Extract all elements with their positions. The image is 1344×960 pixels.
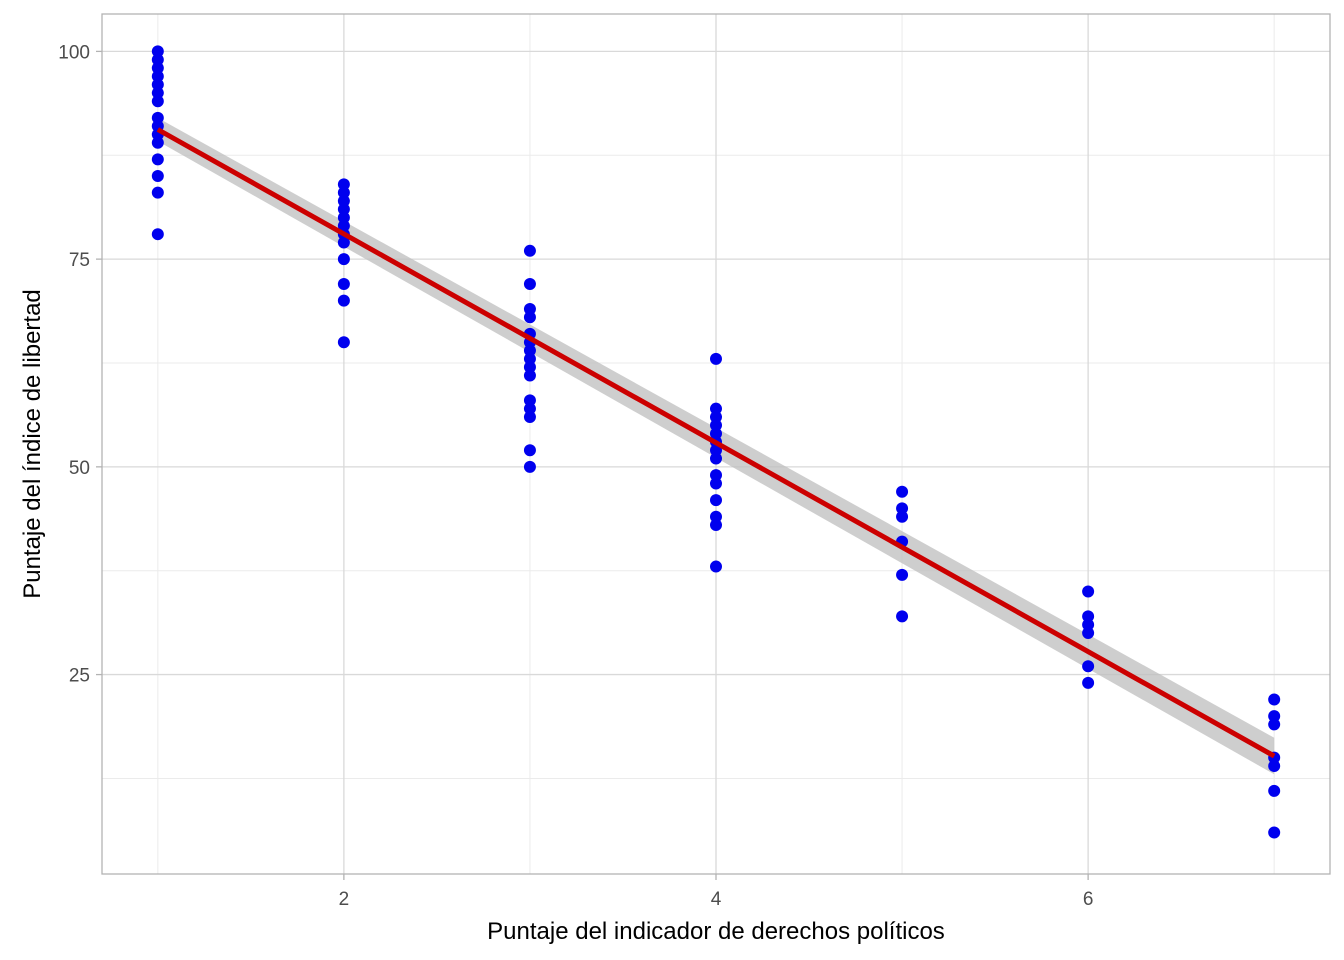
data-point: [523, 369, 536, 382]
data-point: [337, 253, 350, 266]
x-tick-label: 6: [1083, 889, 1094, 910]
data-point: [523, 344, 536, 357]
data-point: [151, 186, 164, 199]
data-point: [710, 419, 722, 432]
data-point: [337, 194, 350, 207]
data-point: [710, 352, 722, 365]
data-point: [151, 86, 164, 99]
data-point: [337, 178, 350, 191]
y-axis-title: Puntaje del índice de libertad: [19, 289, 46, 599]
data-point: [1268, 693, 1281, 706]
data-point: [151, 136, 164, 149]
data-point: [710, 477, 722, 490]
data-point: [151, 78, 164, 91]
data-point: [1082, 618, 1095, 631]
data-point: [523, 311, 536, 324]
data-point: [710, 560, 722, 573]
data-point: [523, 361, 536, 374]
y-tick-label: 50: [69, 458, 90, 479]
regression-line: [156, 127, 1276, 759]
data-point: [337, 278, 350, 291]
data-point: [1082, 585, 1095, 598]
data-point: [523, 410, 536, 423]
data-point: [337, 294, 350, 307]
data-point: [523, 444, 536, 457]
data-point: [1082, 676, 1095, 689]
data-point: [710, 510, 722, 523]
data-point: [151, 45, 164, 58]
x-axis-ticks: 2 4 6: [339, 874, 1094, 910]
y-tick-label: 25: [69, 666, 90, 687]
data-point: [1268, 784, 1281, 797]
data-point: [710, 410, 722, 423]
data-point: [151, 95, 164, 108]
data-point: [337, 236, 350, 249]
y-tick-label: 75: [69, 250, 90, 271]
data-point: [151, 70, 164, 83]
data-point: [896, 510, 909, 523]
data-point: [896, 610, 909, 623]
data-point: [710, 519, 722, 532]
data-point: [710, 427, 722, 440]
data-point: [896, 568, 909, 581]
data-point: [151, 153, 164, 166]
data-point: [337, 211, 350, 224]
data-point: [1268, 710, 1281, 723]
data-point: [523, 460, 536, 473]
x-axis-title: Puntaje del indicador de derechos políti…: [487, 918, 945, 945]
data-point: [523, 244, 536, 257]
data-point: [523, 394, 536, 407]
data-point: [337, 203, 350, 216]
data-point: [1268, 759, 1281, 772]
data-point: [710, 469, 722, 482]
data-point: [151, 53, 164, 66]
y-tick-label: 100: [58, 42, 90, 63]
data-point: [710, 402, 722, 415]
data-point: [151, 170, 164, 183]
data-point: [523, 402, 536, 415]
x-tick-label: 4: [711, 889, 722, 910]
data-point: [151, 62, 164, 75]
data-point: [1082, 610, 1095, 623]
y-axis-ticks: 25 50 75 100: [58, 42, 102, 687]
data-point: [896, 485, 909, 498]
data-point: [710, 494, 722, 507]
data-point: [337, 219, 350, 232]
data-point: [523, 302, 536, 315]
data-point: [710, 452, 722, 465]
data-point: [151, 228, 164, 241]
regression-line-layer: [156, 127, 1276, 759]
data-point: [1082, 660, 1095, 673]
data-point: [896, 502, 909, 515]
data-point: [523, 278, 536, 291]
data-point: [337, 336, 350, 349]
data-point: [151, 111, 164, 124]
x-tick-label: 2: [339, 889, 350, 910]
data-point: [337, 186, 350, 199]
data-point: [1268, 718, 1281, 731]
data-point: [523, 352, 536, 365]
data-point: [1268, 826, 1281, 839]
data-point: [1082, 627, 1095, 640]
